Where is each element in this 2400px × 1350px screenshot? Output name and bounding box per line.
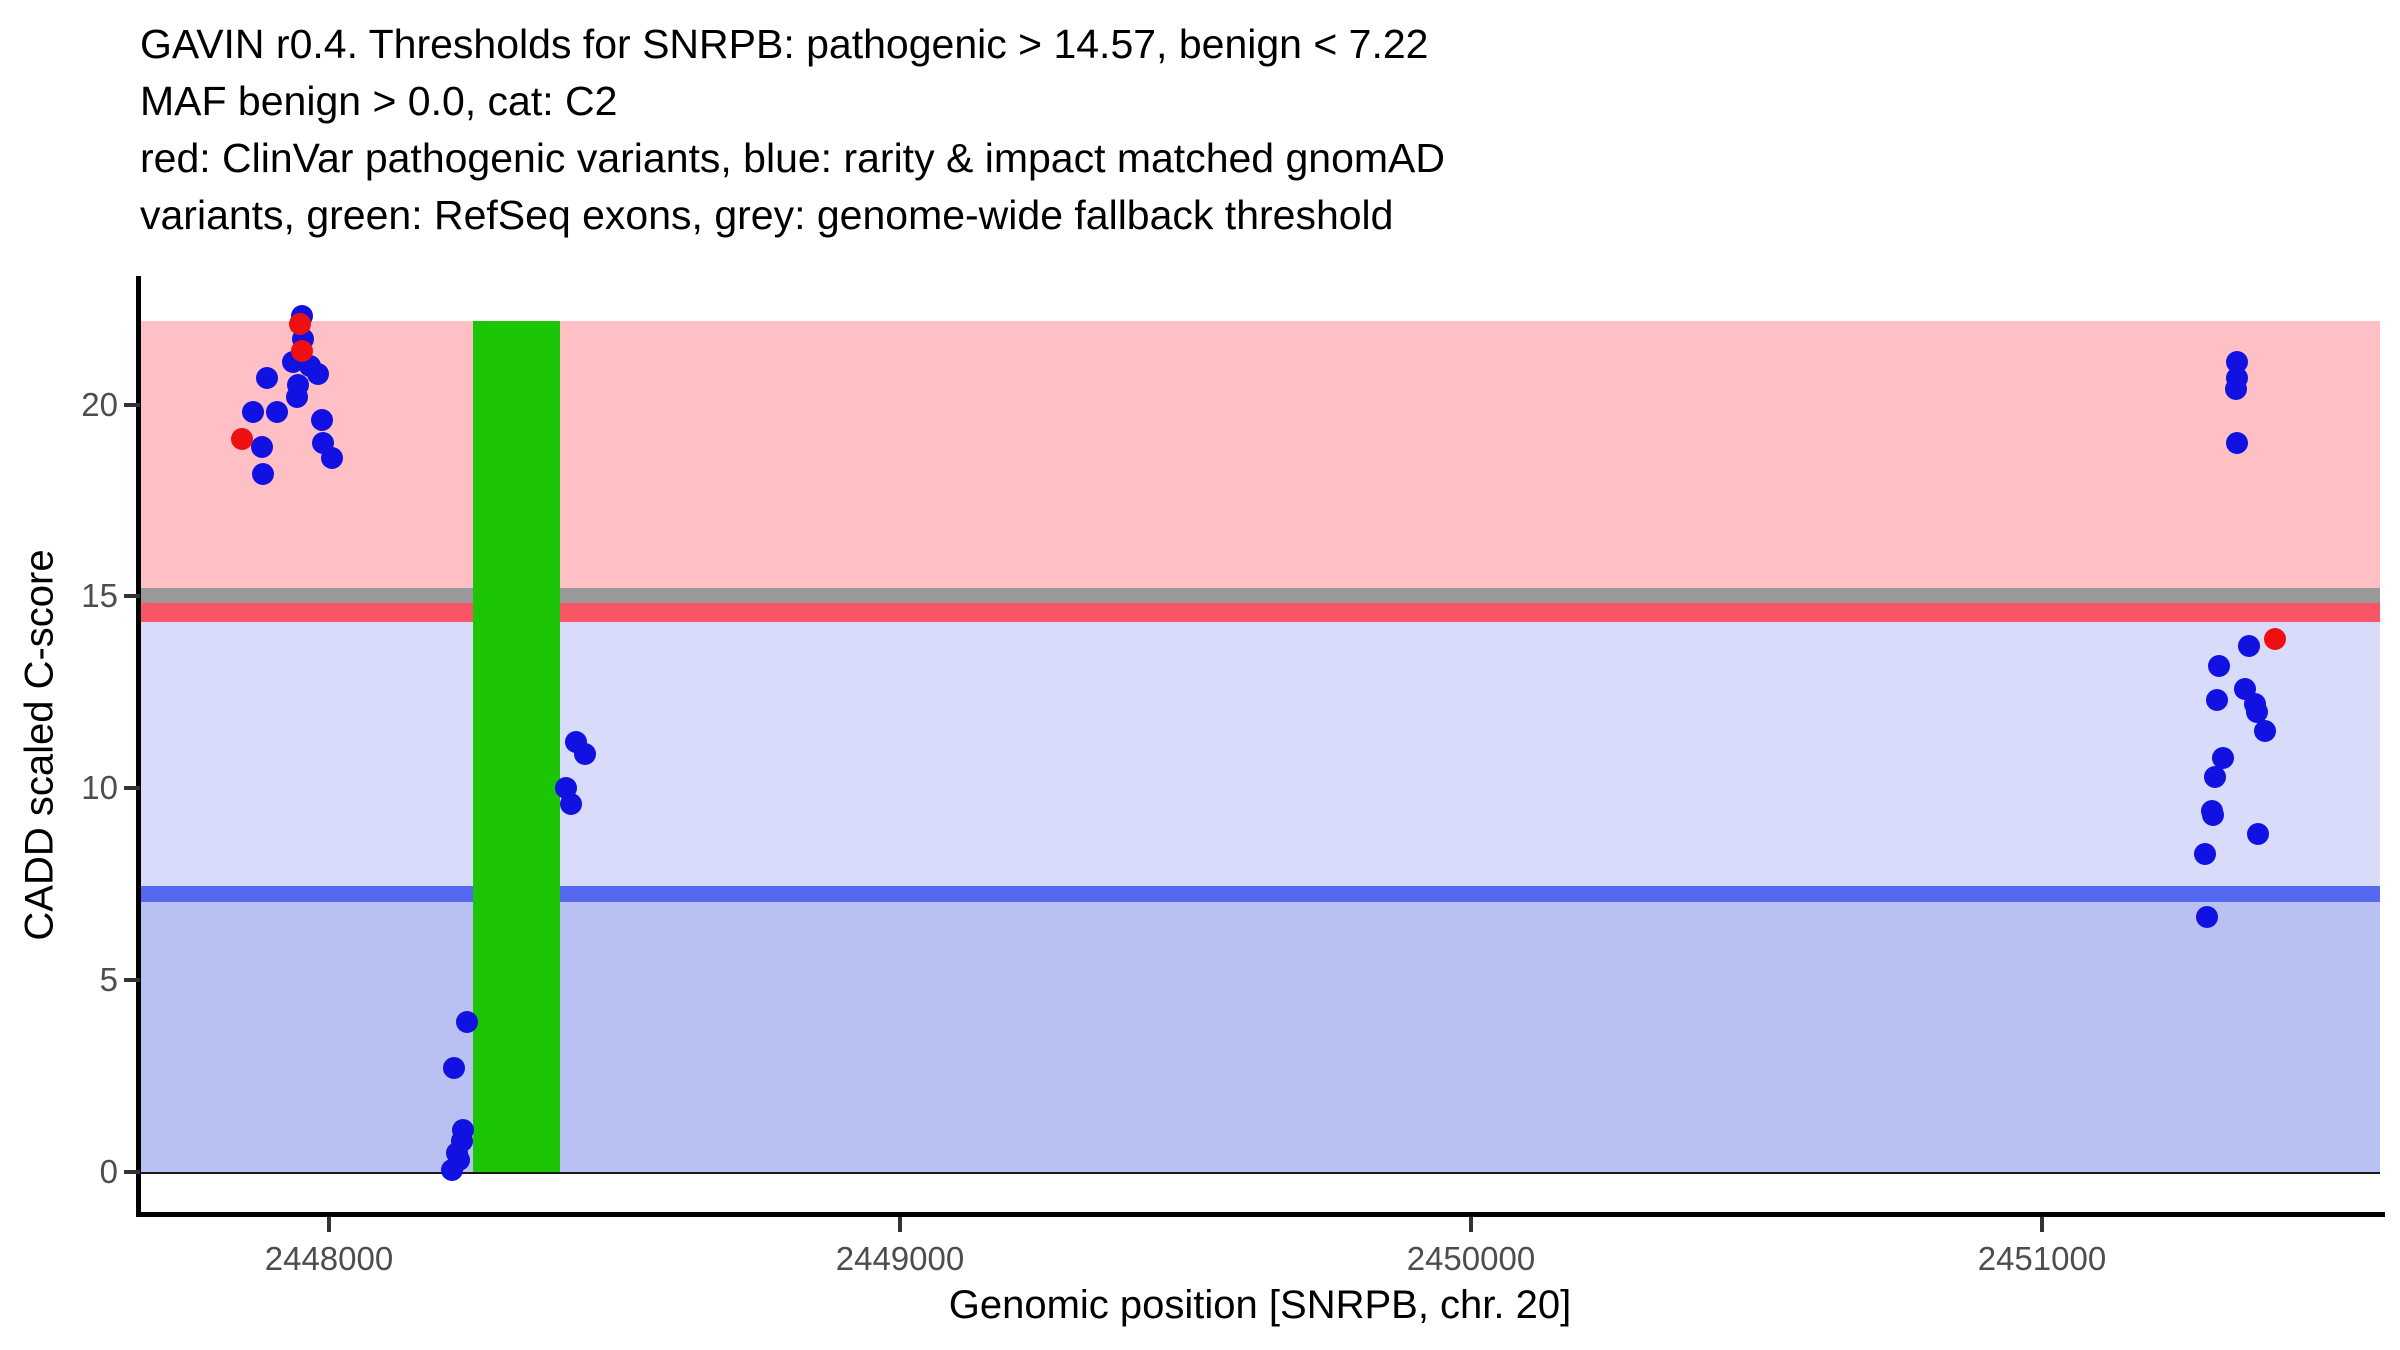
plot-title-line-1: GAVIN r0.4. Thresholds for SNRPB: pathog… [140, 21, 1429, 67]
y-tick-label: 15 [81, 577, 118, 615]
gnomad-variant-point [2246, 823, 2269, 846]
gnomad-variant-point [2201, 804, 2224, 827]
clinvar-pathogenic-point [288, 313, 311, 336]
gnomad-variant-point [320, 447, 343, 470]
gnomad-variant-point [2205, 689, 2228, 712]
pathogenic-threshold-band [140, 602, 2380, 622]
benign-threshold-line [140, 886, 2380, 902]
x-tick-mark [897, 1217, 902, 1232]
gnomad-variant-point [2245, 700, 2268, 723]
x-tick-mark [326, 1217, 331, 1232]
plot-title-line-2: MAF benign > 0.0, cat: C2 [140, 78, 618, 124]
fallback-threshold-band [140, 587, 2380, 603]
gnomad-variant-point [242, 401, 265, 424]
refseq-exon-bar [472, 320, 561, 1172]
gnomad-variant-point [255, 366, 278, 389]
gnomad-variant-point [456, 1011, 479, 1034]
x-tick-label: 2448000 [264, 1240, 394, 1277]
y-tick-label: 5 [99, 961, 118, 999]
y-tick-mark [124, 978, 140, 983]
gnomad-variant-point [251, 462, 274, 485]
plot-title: GAVIN r0.4. Thresholds for SNRPB: pathog… [140, 16, 1445, 244]
zero-baseline [140, 1172, 2380, 1174]
x-tick-label: 2450000 [1406, 1240, 1536, 1277]
gnomad-variant-point [311, 408, 334, 431]
x-axis-title: Genomic position [SNRPB, chr. 20] [948, 1283, 1572, 1327]
x-axis-line [136, 1212, 2385, 1217]
gnomad-variant-point [2207, 654, 2230, 677]
gnomad-variant-point [2237, 635, 2260, 658]
y-tick-label: 0 [99, 1153, 118, 1190]
gnomad-variant-point [2211, 746, 2234, 769]
gnomad-variant-point [560, 792, 583, 815]
gnomad-variant-point [266, 401, 289, 424]
gnomad-variant-point [443, 1057, 466, 1080]
gnomad-variant-point [2253, 719, 2276, 742]
gnomad-variant-point [2195, 905, 2218, 928]
y-axis-line [136, 276, 141, 1217]
gnomad-variant-point [573, 742, 596, 765]
gnomad-variant-point [2225, 431, 2248, 454]
gnomad-variant-point [440, 1159, 463, 1182]
gnomad-variant-point [251, 435, 274, 458]
y-tick-label: 10 [81, 769, 118, 807]
clinvar-pathogenic-point [2263, 627, 2286, 650]
x-tick-mark [1468, 1217, 1473, 1232]
plot-panel [140, 278, 2380, 1215]
y-tick-label: 20 [81, 385, 118, 423]
x-tick-label: 2449000 [835, 1240, 965, 1277]
gnomad-variant-point [2193, 842, 2216, 865]
gnomad-variant-point [286, 385, 309, 408]
y-tick-mark [124, 402, 140, 407]
gnomad-variant-point [2225, 378, 2248, 401]
clinvar-pathogenic-point [231, 428, 254, 451]
plot-title-line-3: red: ClinVar pathogenic variants, blue: … [140, 135, 1446, 181]
y-tick-mark [124, 594, 140, 599]
gnomad-variant-point [307, 362, 330, 385]
x-tick-mark [2039, 1217, 2044, 1232]
gnomad-variant-point [2203, 765, 2226, 788]
x-tick-label: 2451000 [1977, 1240, 2107, 1277]
plot-title-line-4: variants, green: RefSeq exons, grey: gen… [140, 192, 1394, 238]
y-tick-mark [124, 1170, 140, 1174]
y-tick-mark [124, 786, 140, 791]
clinvar-pathogenic-point [291, 339, 314, 362]
